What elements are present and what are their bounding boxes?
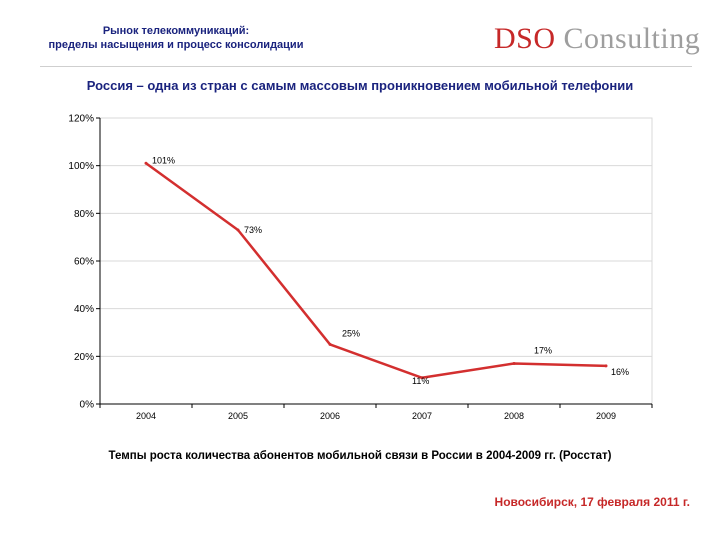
x-tick-label: 2007 xyxy=(412,411,432,421)
data-point xyxy=(328,342,332,346)
header-text: Рынок телекоммуникаций: пределы насыщени… xyxy=(0,24,352,52)
data-point xyxy=(144,161,148,165)
x-tick-label: 2006 xyxy=(320,411,340,421)
y-tick-label: 80% xyxy=(74,209,94,220)
data-label: 11% xyxy=(412,376,429,386)
dso-consulting-logo: DSO Consulting xyxy=(494,22,700,56)
y-tick-label: 120% xyxy=(68,114,94,125)
y-tick-label: 0% xyxy=(80,400,95,411)
x-tick-label: 2008 xyxy=(504,411,524,421)
data-point xyxy=(604,364,608,368)
y-tick-label: 40% xyxy=(74,304,94,315)
y-tick-label: 100% xyxy=(68,161,94,172)
series-line xyxy=(145,162,607,380)
data-point xyxy=(236,228,240,232)
footer-location-date: Новосибирск, 17 февраля 2011 г. xyxy=(494,495,690,509)
y-tick-label: 60% xyxy=(74,257,94,268)
logo-dso: DSO xyxy=(494,22,556,55)
chart-caption: Темпы роста количества абонентов мобильн… xyxy=(108,450,612,462)
x-tick-label: 2005 xyxy=(228,411,248,421)
header-line-2: пределы насыщения и процесс консолидации xyxy=(48,39,304,51)
header-divider xyxy=(40,66,692,67)
data-point xyxy=(512,361,516,365)
data-label: 73% xyxy=(244,225,262,235)
x-tick-label: 2009 xyxy=(596,411,616,421)
data-label: 16% xyxy=(611,367,629,377)
header-line-1: Рынок телекоммуникаций: xyxy=(102,25,250,37)
x-tick-label: 2004 xyxy=(136,411,156,421)
y-tick-label: 20% xyxy=(74,352,94,363)
data-point xyxy=(420,376,424,380)
data-label: 17% xyxy=(534,345,552,355)
data-label: 101% xyxy=(152,155,175,165)
data-label: 25% xyxy=(342,328,360,338)
logo-consulting: Consulting xyxy=(563,22,701,55)
slide-title: Россия – одна из стран с самым массовым … xyxy=(86,78,634,93)
